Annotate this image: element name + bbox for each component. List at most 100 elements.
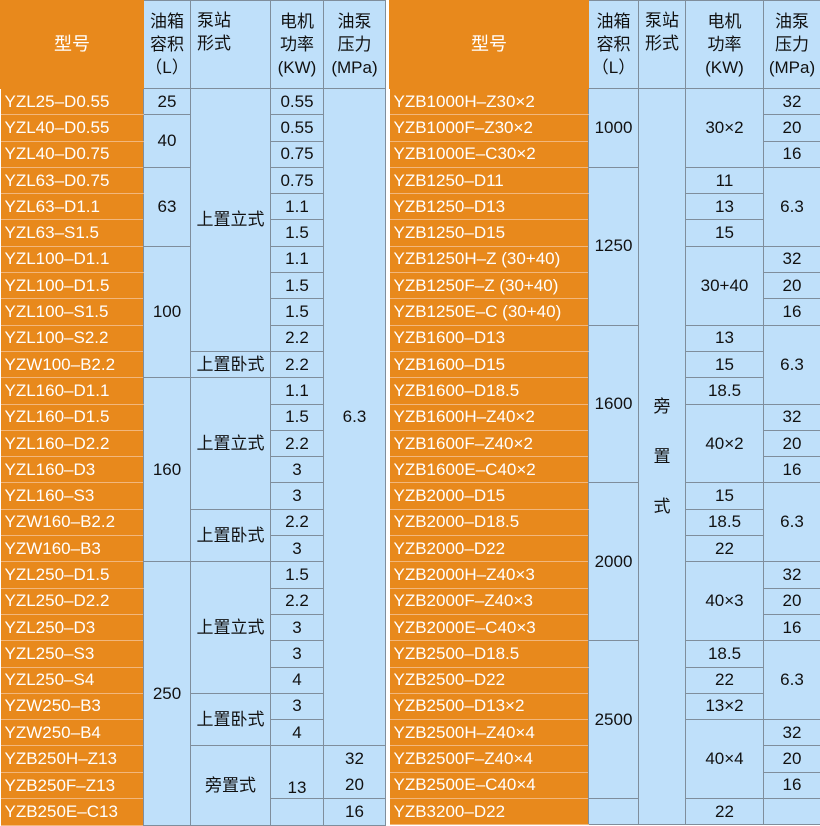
cell-line: 20 [324, 772, 385, 798]
cell-line: 置 [639, 447, 685, 467]
model-cell: YZW100–B2.2 [1, 351, 144, 377]
model-cell: YZB2500F–Z40×4 [390, 746, 589, 772]
style-cell: 旁置式 [191, 746, 271, 825]
tank-cell: 2500 [589, 641, 639, 799]
power-cell: 2.2 [271, 430, 324, 456]
power-cell: 1.5 [271, 562, 324, 588]
power-cell: 1.5 [271, 273, 324, 299]
header-row: 型号油箱容积（L）泵站形式电机功率(KW)油泵压力(MPa) [1, 1, 386, 89]
pressure-cell: 20 [764, 746, 820, 772]
pressure-cell: 16 [764, 299, 820, 325]
pressure-cell: 16 [764, 141, 820, 167]
pressure-cell: 32 [764, 404, 820, 430]
power-cell: 1.5 [271, 220, 324, 246]
model-cell: YZB2000–D15 [390, 483, 589, 509]
header-line: 油泵 [764, 10, 820, 33]
power-cell: 3 [271, 536, 324, 562]
left-spec-table: 型号油箱容积（L）泵站形式电机功率(KW)油泵压力(MPa)YZL25–D0.5… [0, 0, 386, 826]
header-line: 油箱 [589, 10, 638, 33]
header-line: 油泵 [324, 10, 385, 33]
power-cell: 2.2 [271, 325, 324, 351]
model-cell: YZB250E–C13 [1, 799, 144, 825]
power-cell: 30×2 [686, 89, 764, 168]
cell-line: 式 [639, 497, 685, 517]
header-row: 型号油箱容积（L）泵站形式电机功率(KW)油泵压力(MPa) [390, 1, 820, 89]
header-tank: 油箱容积（L） [144, 1, 191, 89]
header-line: 容积 [589, 33, 638, 56]
model-cell: YZB1000E–C30×2 [390, 141, 589, 167]
pressure-cell: 20 [764, 430, 820, 456]
header-pressure: 油泵压力(MPa) [324, 1, 386, 89]
pressure-cell: 6.3 [764, 641, 820, 720]
power-cell: 1.5 [271, 404, 324, 430]
header-line: 形式 [197, 32, 270, 55]
model-cell: YZB1250–D13 [390, 194, 589, 220]
style-cell: 旁置式 [639, 89, 686, 825]
tank-cell: 63 [144, 167, 191, 246]
tank-cell: 40 [144, 115, 191, 168]
model-cell: YZL250–D1.5 [1, 562, 144, 588]
pressure-cell: 20 [764, 273, 820, 299]
header-line: 压力 [324, 33, 385, 56]
power-cell: 1.1 [271, 194, 324, 220]
power-cell: 30+40 [686, 246, 764, 325]
model-cell: YZL160–D3 [1, 457, 144, 483]
power-cell: 3 [271, 641, 324, 667]
model-cell: YZB3200–D22 [390, 799, 589, 825]
model-cell: YZL160–D1.5 [1, 404, 144, 430]
power-cell: 13 [686, 194, 764, 220]
pressure-cell: 20 [764, 588, 820, 614]
model-cell: YZL40–D0.75 [1, 141, 144, 167]
header-line: (KW) [271, 56, 323, 79]
header-line: 电机 [271, 10, 323, 33]
tank-cell: 2000 [589, 483, 639, 641]
model-cell: YZW160–B3 [1, 536, 144, 562]
pressure-cell: 16 [764, 614, 820, 640]
power-cell: 0.75 [271, 167, 324, 193]
power-cell: 3 [271, 693, 324, 719]
model-cell: YZW160–B2.2 [1, 509, 144, 535]
pressure-cell: 16 [764, 457, 820, 483]
power-cell: 18.5 [686, 641, 764, 667]
header-line: （L） [144, 56, 190, 79]
power-cell: 1.5 [271, 299, 324, 325]
power-cell: 13×2 [686, 693, 764, 719]
model-cell: YZL40–D0.55 [1, 115, 144, 141]
model-cell: YZB1250F–Z (30+40) [390, 273, 589, 299]
pressure-cell: 16 [324, 799, 386, 825]
model-cell: YZL63–D1.1 [1, 194, 144, 220]
power-cell: 13 [271, 746, 324, 799]
power-cell: 0.55 [271, 89, 324, 115]
power-cell: 15 [686, 483, 764, 509]
model-cell: YZL100–D1.1 [1, 246, 144, 272]
model-cell: YZB2500E–C40×4 [390, 772, 589, 798]
power-cell [271, 799, 324, 825]
header-tank: 油箱容积（L） [589, 1, 639, 89]
power-cell: 2.2 [271, 351, 324, 377]
header-line: (MPa) [324, 56, 385, 79]
pressure-cell: 32 [764, 246, 820, 272]
power-cell: 3 [271, 457, 324, 483]
model-cell: YZB1250–D15 [390, 220, 589, 246]
style-cell: 上置卧式 [191, 693, 271, 746]
model-cell: YZL100–S1.5 [1, 299, 144, 325]
model-cell: YZB1250E–C (30+40) [390, 299, 589, 325]
pressure-cell: 6.3 [764, 483, 820, 562]
header-power: 电机功率(KW) [686, 1, 764, 89]
pressure-cell: 20 [764, 115, 820, 141]
model-cell: YZB1250–D11 [390, 167, 589, 193]
header-model: 型号 [1, 1, 144, 89]
header-line: 功率 [686, 33, 763, 56]
pressure-cell: 16 [764, 772, 820, 798]
style-cell: 上置立式 [191, 89, 271, 352]
power-cell: 40×3 [686, 562, 764, 641]
pressure-cell: 6.3 [324, 89, 386, 746]
model-cell: YZL250–S4 [1, 667, 144, 693]
model-cell: YZB250F–Z13 [1, 772, 144, 799]
model-cell: YZL63–S1.5 [1, 220, 144, 246]
